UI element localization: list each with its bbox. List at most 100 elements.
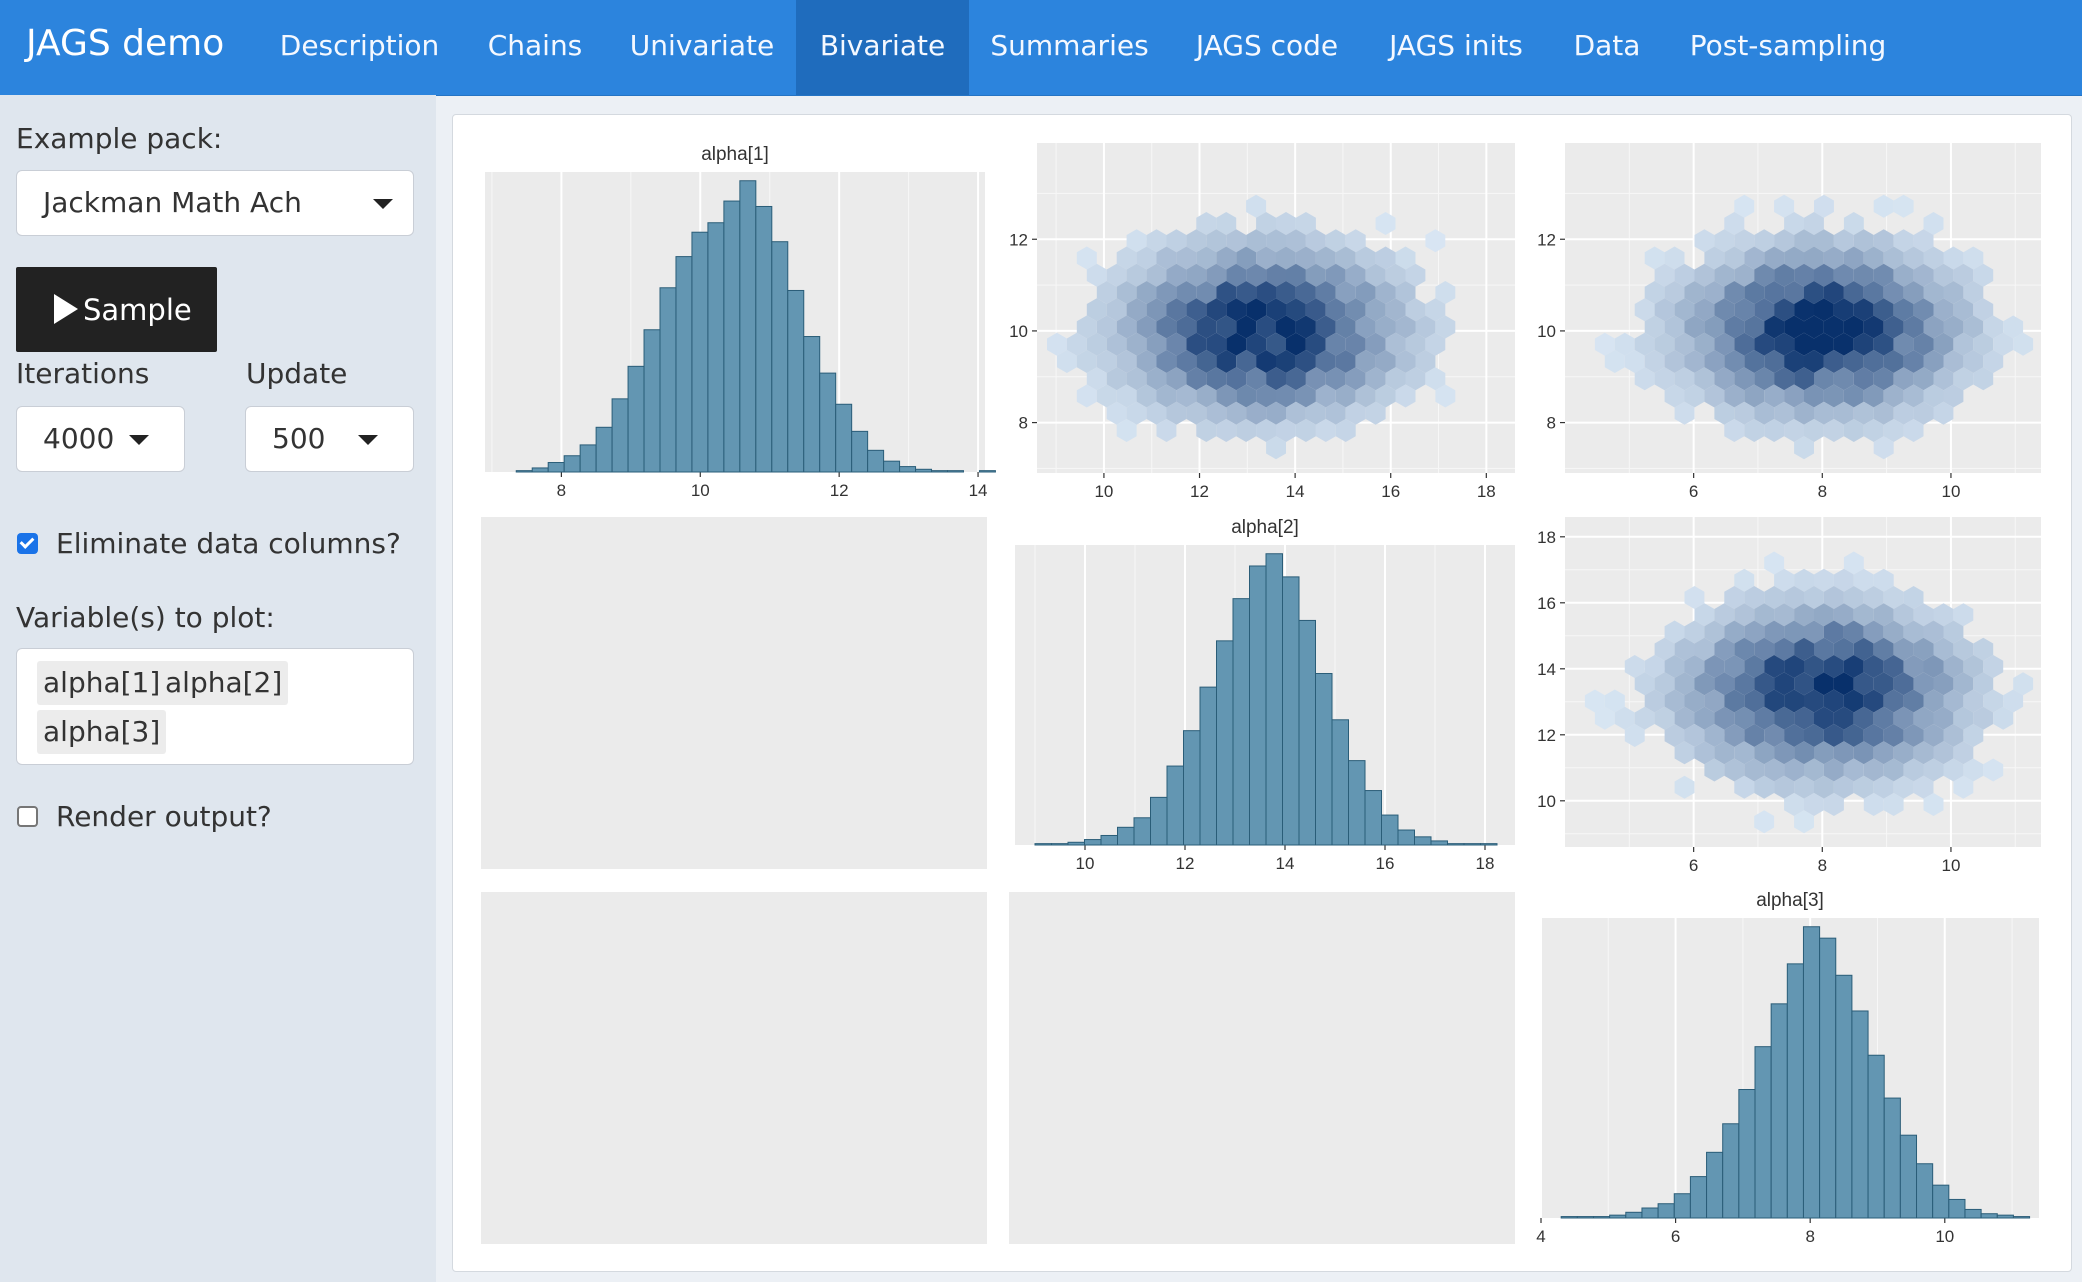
sample-button[interactable]: Sample [16,267,217,352]
hexbin-cell [1236,315,1257,339]
hexbin-cell [1794,568,1814,592]
hexbin-cell [1405,332,1426,356]
hexbin-cell [1853,229,1874,253]
hexbin-cell [1704,246,1725,270]
hexbin-cell [1116,246,1137,270]
hexbin-cell [1943,384,1964,408]
hexbin-cell [1196,212,1217,235]
x-tick-label: 12 [1190,482,1209,501]
tab-summaries[interactable]: Summaries [990,29,1149,62]
histogram-bar [1034,843,1052,846]
hexbin-cell [1674,706,1695,730]
hexbin-cell [1086,332,1107,356]
histogram-bar [1689,1176,1708,1219]
hexbin-cell [1784,350,1804,373]
hexbin-cell [1206,263,1227,287]
hexbin-cell [1256,419,1276,442]
variable-chip[interactable]: alpha[1] [37,661,167,705]
tab-chains[interactable]: Chains [487,29,583,62]
hexbin-cell [1266,401,1286,425]
hexbin-cell [1823,758,1844,782]
hexbin-cell [1365,263,1386,287]
hexbin-cell [1594,332,1615,356]
hexbin-cell [1784,620,1804,644]
hexbin-cell [1196,350,1217,373]
hexbin-cell [1714,367,1735,391]
tab-post-sampling[interactable]: Post-sampling [1689,29,1887,62]
eliminate-data-checkbox[interactable] [17,533,38,554]
tab-jags-code[interactable]: JAGS code [1195,29,1339,62]
hexbin-cell [1734,672,1755,696]
hexbin-cell [1286,401,1306,425]
x-tick-label: 12 [830,481,849,500]
variable-chip[interactable]: alpha[2] [159,661,289,705]
hexbin-cell [1335,281,1356,304]
histogram-bar [1397,829,1415,846]
hexbin-cell [1305,229,1326,253]
hexbin-cell [1913,332,1934,356]
tab-bivariate[interactable]: Bivariate [796,0,969,95]
tab-data[interactable]: Data [1573,29,1641,62]
hexbin-cell [1216,419,1237,442]
hexbin-cell [1654,706,1675,730]
hexbin-cell [1863,655,1884,678]
hexbin-cell [1863,793,1884,816]
eliminate-data-label[interactable]: Eliminate data columns? [56,527,401,560]
variables-multiselect[interactable]: alpha[1] alpha[2] alpha[3] [16,648,414,765]
hexbin-cell [1823,281,1844,304]
hexbin-cell [1873,263,1894,287]
example-pack-select[interactable]: Jackman Math Ach [16,170,414,236]
brand-title[interactable]: JAGS demo [26,23,225,64]
histogram-bar [1867,1054,1885,1219]
hexbin-cell [1953,603,1974,627]
hexbin-cell [1814,568,1834,592]
hexbin-cell [1674,741,1695,765]
hexbin-cell [1315,350,1336,373]
hexbin-cell [1873,401,1894,425]
hexbin-cell [1305,401,1326,425]
hexbin-cell [1375,212,1396,235]
render-output-label[interactable]: Render output? [56,800,272,833]
update-select[interactable]: 500 [245,406,414,472]
hexbin-cell [1246,298,1267,322]
hexbin-cell [1814,298,1834,322]
hexbin-cell [1814,367,1834,391]
tab-jags-inits[interactable]: JAGS inits [1389,29,1523,62]
hexbin-cell [1286,229,1306,253]
hexbin-cell [1734,775,1755,799]
hexbin-cell [1784,586,1804,609]
iterations-select[interactable]: 4000 [16,406,185,472]
hexbin-cell [1893,741,1914,765]
hexbin-cell [1704,689,1725,713]
hexbin-cell [1236,246,1257,270]
x-tick-label: 16 [1381,482,1400,501]
hexbin-cell [1126,263,1147,287]
hexbin-cell [1873,706,1894,730]
x-tick-label: 12 [1176,854,1195,873]
x-tick-label: 8 [1805,1227,1814,1246]
hexbin-cell [1674,263,1695,287]
y-tick-label: 14 [1537,660,1556,679]
histogram-bar [675,256,693,473]
hexbin-cell [1754,603,1775,627]
tab-description[interactable]: Description [279,29,440,62]
hexbin-cell [1266,263,1286,287]
hexbin-cell [1843,384,1864,408]
variable-chip[interactable]: alpha[3] [37,710,167,754]
hexbin-cell [1804,620,1824,644]
hexbin-cell [1315,384,1336,408]
hexbin-cell [1116,384,1137,408]
render-output-checkbox[interactable] [17,806,38,827]
hexbin-cell [1764,419,1785,442]
hexbin-cell [1116,281,1137,304]
hexbin-cell [1953,706,1974,730]
hexbin-cell [1893,263,1914,287]
hexbin-cell [1136,246,1157,270]
hexbin-cell [1644,350,1665,373]
tab-univariate[interactable]: Univariate [629,29,775,62]
histogram-bar [1414,836,1432,846]
hexbin-cell [1674,401,1695,425]
hexbin-cell [1774,401,1795,425]
histogram-bar [1051,843,1069,846]
hexbin-cell [1385,298,1406,322]
